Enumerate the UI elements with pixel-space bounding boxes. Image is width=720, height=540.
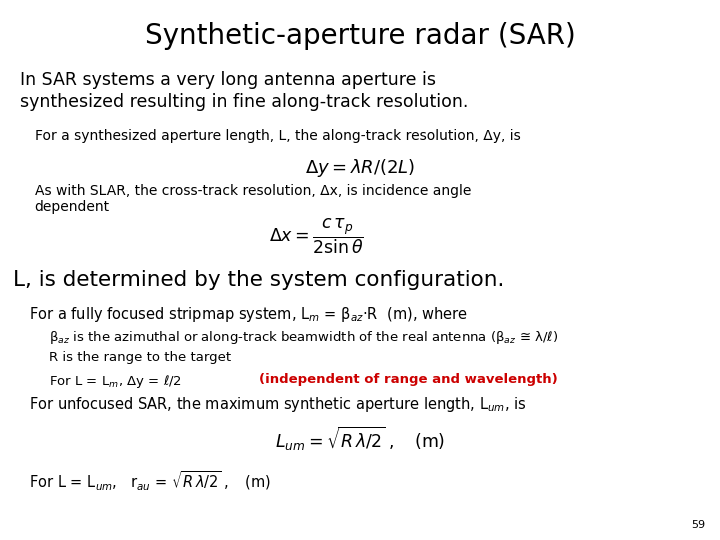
Text: $\Delta y = \lambda R/(2L)$: $\Delta y = \lambda R/(2L)$: [305, 157, 415, 179]
Text: For unfocused SAR, the maximum synthetic aperture length, L$_{um}$, is: For unfocused SAR, the maximum synthetic…: [29, 395, 526, 414]
Text: L, is determined by the system configuration.: L, is determined by the system configura…: [13, 270, 504, 290]
Text: Synthetic-aperture radar (SAR): Synthetic-aperture radar (SAR): [145, 22, 575, 50]
Text: (independent of range and wavelength): (independent of range and wavelength): [259, 373, 558, 386]
Text: β$_{az}$ is the azimuthal or along-track beamwidth of the real antenna (β$_{az}$: β$_{az}$ is the azimuthal or along-track…: [49, 329, 558, 346]
Text: $L_{um} = \sqrt{R\,\lambda/2}\;,\quad\mathrm{(m)}$: $L_{um} = \sqrt{R\,\lambda/2}\;,\quad\ma…: [275, 425, 445, 453]
Text: $\Delta x = \dfrac{c\,\tau_p}{2\sin\theta}$: $\Delta x = \dfrac{c\,\tau_p}{2\sin\thet…: [269, 217, 364, 256]
Text: In SAR systems a very long antenna aperture is
synthesized resulting in fine alo: In SAR systems a very long antenna apert…: [20, 71, 469, 111]
Text: As with SLAR, the cross-track resolution, Δx, is incidence angle
dependent: As with SLAR, the cross-track resolution…: [35, 184, 471, 214]
Text: 59: 59: [691, 520, 706, 530]
Text: For L = L$_m$, Δy = ℓ/2: For L = L$_m$, Δy = ℓ/2: [49, 373, 183, 389]
Text: For a synthesized aperture length, L, the along-track resolution, Δy, is: For a synthesized aperture length, L, th…: [35, 129, 521, 143]
Text: For a fully focused stripmap system, L$_m$ = β$_{az}$·R  (m), where: For a fully focused stripmap system, L$_…: [29, 305, 468, 324]
Text: R is the range to the target: R is the range to the target: [49, 351, 231, 364]
Text: For L = L$_{um}$,   r$_{au}$ = $\sqrt{R\,\lambda/2}\;,\quad\mathrm{(m)}$: For L = L$_{um}$, r$_{au}$ = $\sqrt{R\,\…: [29, 470, 271, 493]
